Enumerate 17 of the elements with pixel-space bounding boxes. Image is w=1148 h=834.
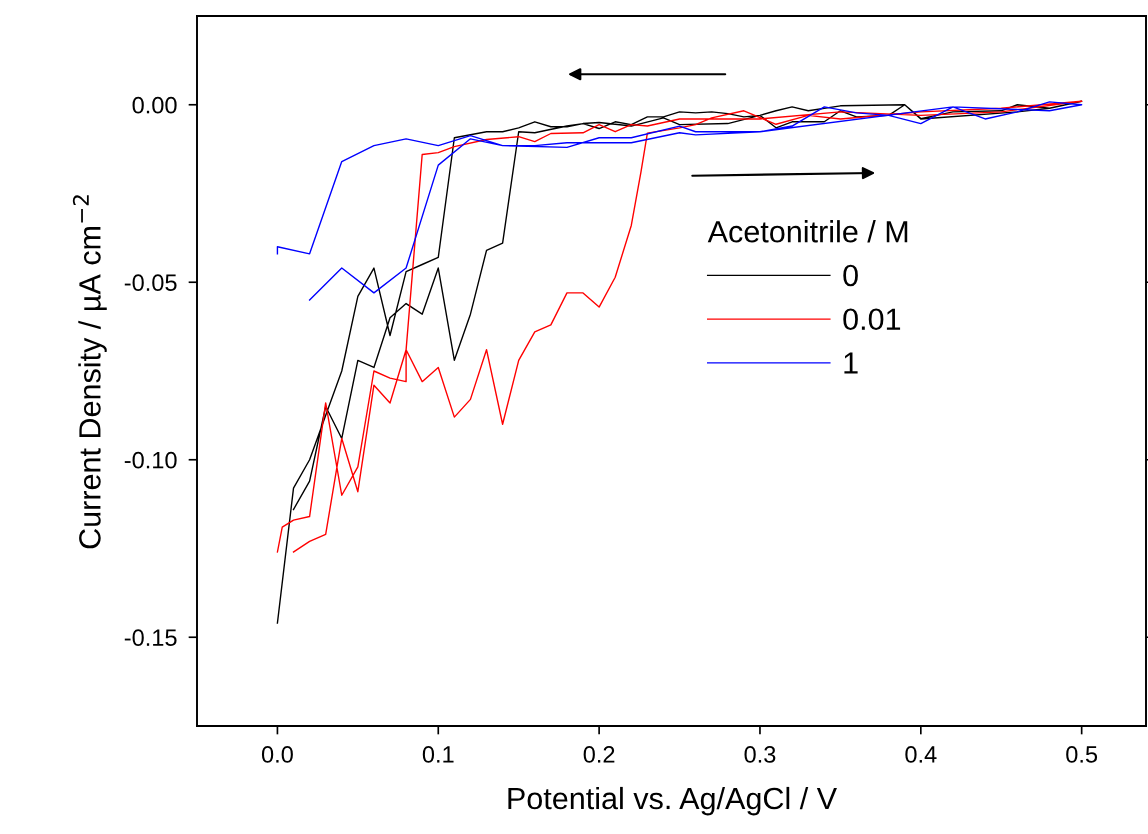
x-tick-label: 0.2 [583,746,615,763]
legend-title: Acetonitrile / M [707,220,908,243]
line-series [276,101,1083,301]
y-tick-label: -0.10 [124,451,177,469]
legend-label: 1 [844,352,858,374]
x-tick-label: 0.4 [905,746,937,763]
x-tick-label: 0.0 [261,746,293,763]
legend-label: 0.01 [843,308,901,331]
x-tick-label: 0.1 [422,746,454,763]
y-axis-title: Current Density / µA cm$^{−2}$ [72,195,107,549]
legend-label: 0 [843,264,858,287]
x-axis-title: Potential vs. Ag/AgCl / V [508,786,837,816]
y-tick-label: -0.05 [124,274,177,292]
y-tick-label: -0.15 [124,629,177,647]
y-tick-label: 0.00 [132,96,177,114]
x-tick-label: 0.3 [744,746,776,763]
x-tick-label: 0.5 [1066,746,1098,763]
